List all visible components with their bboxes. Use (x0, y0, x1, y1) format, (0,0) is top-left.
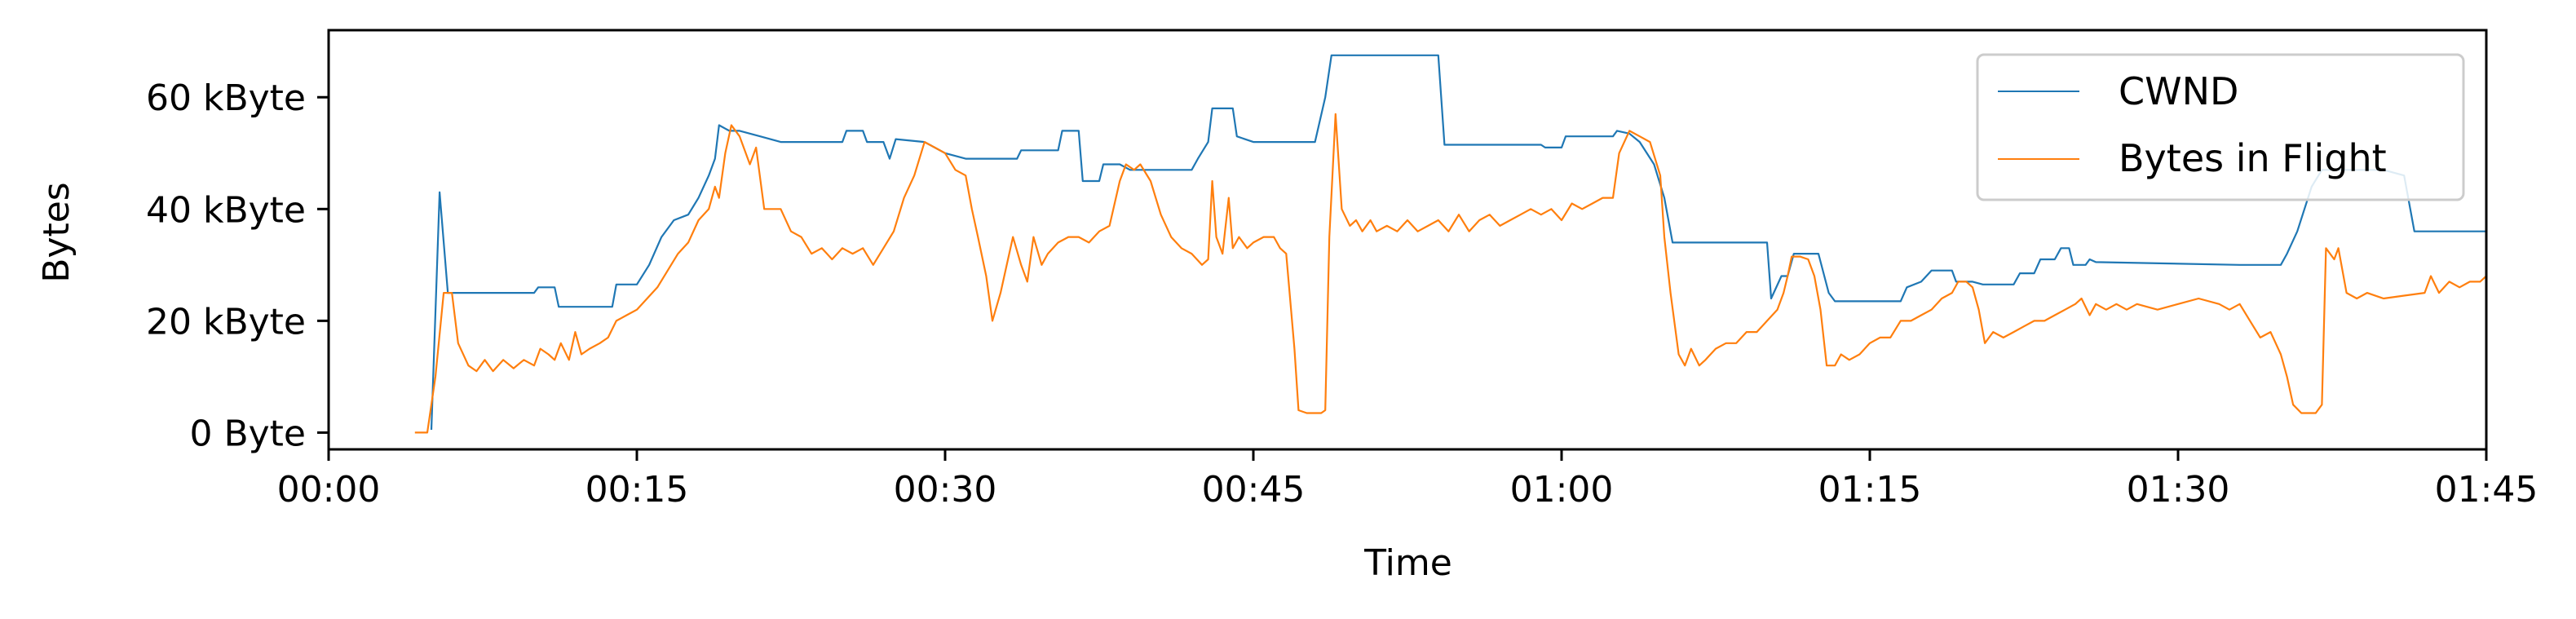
y-tick-label: 40 kByte (146, 189, 306, 231)
x-tick-label: 00:15 (585, 469, 689, 511)
x-tick-label: 01:15 (1818, 469, 1922, 511)
plot-frame (327, 29, 2488, 451)
legend-frame (1976, 53, 2465, 201)
x-axis-label: Time (1363, 542, 1452, 584)
x-tick-label: 00:45 (1202, 469, 1306, 511)
axes-layer (327, 29, 2488, 451)
y-tick-label: 0 Byte (189, 413, 306, 454)
x-tick-label: 01:45 (2435, 469, 2538, 511)
x-tick-label: 00:30 (894, 469, 997, 511)
x-tick-label: 01:30 (2127, 469, 2230, 511)
y-tick-label: 20 kByte (146, 301, 306, 343)
y-tick-label: 60 kByte (146, 77, 306, 119)
x-tick-label: 00:00 (277, 469, 381, 511)
legend: CWND Bytes in Flight (1976, 53, 2465, 201)
series-line-cwnd (430, 54, 2486, 431)
series-line-bytes-in-flight (414, 113, 2487, 434)
ticks-layer: 00:00 00:15 00:30 00:45 01:00 01:15 01:30 01:45… (146, 77, 2538, 511)
y-axis-label: Bytes (36, 182, 77, 282)
x-tick-label: 01:00 (1510, 469, 1614, 511)
series-layer (414, 54, 2487, 434)
legend-label-bytes-in-flight: Bytes in Flight (2119, 136, 2387, 180)
legend-label-cwnd: CWND (2119, 69, 2238, 113)
